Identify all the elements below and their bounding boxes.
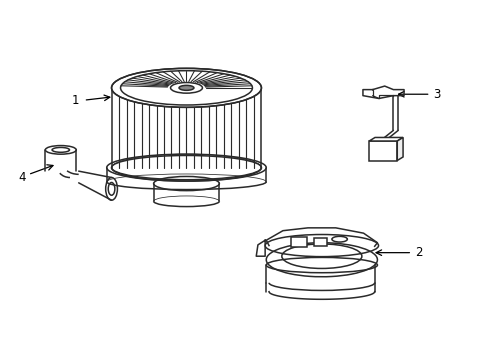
Polygon shape	[396, 138, 402, 161]
Bar	[111, 88, 261, 168]
Polygon shape	[368, 138, 402, 141]
Bar	[368, 141, 396, 161]
Text: 2: 2	[414, 246, 422, 259]
Text: 3: 3	[432, 88, 440, 101]
Bar	[313, 238, 326, 246]
Text: 4: 4	[19, 171, 26, 184]
Ellipse shape	[111, 68, 261, 107]
Text: 1: 1	[71, 94, 79, 107]
Ellipse shape	[179, 85, 194, 90]
Bar	[291, 238, 306, 247]
